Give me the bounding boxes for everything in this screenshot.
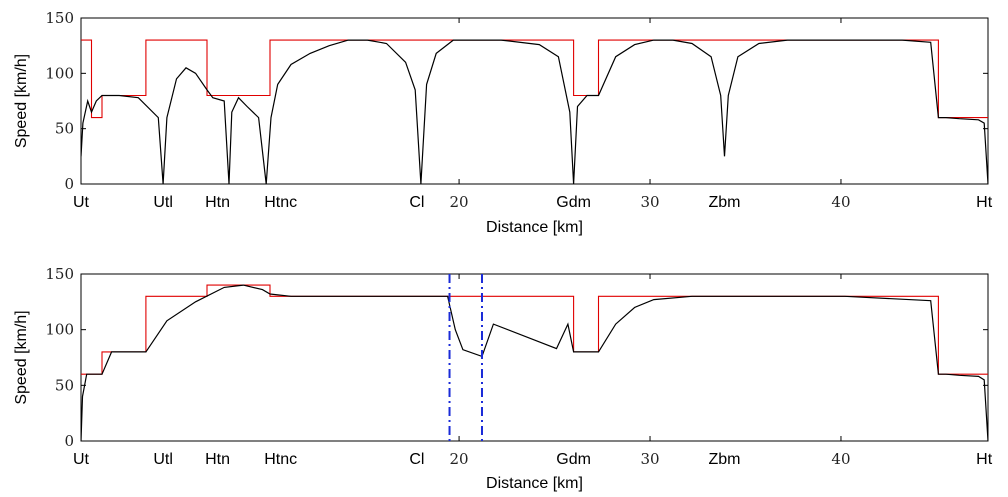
y-axis-label: Speed [km/h] xyxy=(13,54,30,148)
y-tick-label: 150 xyxy=(45,9,74,27)
x-tick-label: 20 xyxy=(450,450,469,468)
x-tick-label: 30 xyxy=(640,193,659,211)
station-label-ht: Ht xyxy=(976,194,993,211)
station-label-ut: Ut xyxy=(73,451,90,468)
station-label-htnc: Htnc xyxy=(264,194,297,211)
station-label-cl: Cl xyxy=(409,451,424,468)
chart-panel-1: 0 50 100 150 20 30 40 Ut Utl Htn Htnc Cl Gdm Zbm Ht Dis… xyxy=(13,9,993,236)
x-tick-label: 30 xyxy=(640,450,659,468)
y-tick-label: 50 xyxy=(55,376,74,394)
x-axis-label: Distance [km] xyxy=(486,219,583,236)
station-label-zbm: Zbm xyxy=(708,451,740,468)
x-tick-label: 40 xyxy=(831,450,850,468)
y-tick-label: 150 xyxy=(45,265,74,283)
y-tick-label: 100 xyxy=(45,321,74,339)
station-label-ht: Ht xyxy=(976,451,993,468)
x-tick-label: 40 xyxy=(831,193,850,211)
station-label-htn: Htn xyxy=(205,194,230,211)
station-label-htn: Htn xyxy=(205,451,230,468)
plot-frame xyxy=(80,17,989,185)
station-label-utl: Utl xyxy=(153,451,173,468)
x-tick-label: 20 xyxy=(450,193,469,211)
x-axis-label: Distance [km] xyxy=(486,475,583,492)
y-tick-label: 50 xyxy=(55,120,74,138)
speed-limit-line xyxy=(81,284,988,375)
station-label-cl: Cl xyxy=(409,194,424,211)
station-label-utl: Utl xyxy=(153,194,173,211)
y-tick-label: 100 xyxy=(45,64,74,82)
y-tick-label: 0 xyxy=(64,175,74,193)
station-label-htnc: Htnc xyxy=(264,451,297,468)
speed-limit-line xyxy=(81,39,988,119)
chart-panel-2: 0 50 100 150 20 30 40 Ut Utl Htn Htnc Cl Gdm Zbm Ht Dis… xyxy=(13,265,993,492)
y-tick-label: 0 xyxy=(64,432,74,450)
y-axis-label: Speed [km/h] xyxy=(13,310,30,404)
station-label-gdm: Gdm xyxy=(556,451,591,468)
actual-speed-line xyxy=(81,39,988,185)
station-label-gdm: Gdm xyxy=(556,194,591,211)
station-label-zbm: Zbm xyxy=(708,194,740,211)
station-label-ut: Ut xyxy=(73,194,90,211)
plot-frame xyxy=(80,273,989,442)
actual-speed-line xyxy=(81,284,988,442)
